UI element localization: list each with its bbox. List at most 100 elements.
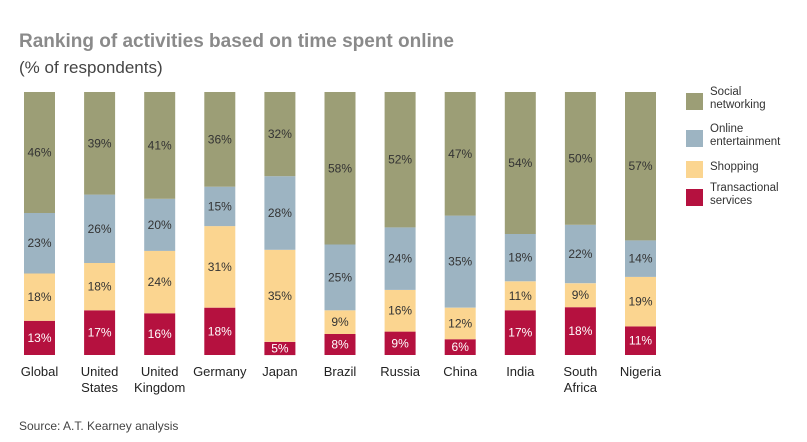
data-label-social-5: 58% — [328, 161, 352, 175]
data-label-transactional-8: 17% — [508, 326, 532, 340]
data-label-shopping-4: 35% — [268, 289, 292, 303]
data-label-transactional-5: 8% — [331, 338, 349, 352]
bar-entertainment-9 — [564, 224, 596, 284]
bar-social-9 — [564, 92, 596, 225]
bar-shopping-0 — [24, 273, 55, 321]
data-label-social-0: 46% — [27, 146, 51, 160]
data-label-entertainment-5: 25% — [328, 270, 352, 284]
bar-transactional-5 — [324, 334, 356, 355]
category-label-5: Brazil — [324, 364, 357, 379]
category-label-4: Japan — [262, 364, 297, 379]
category-label-6: Russia — [380, 364, 421, 379]
bar-shopping-10 — [625, 276, 656, 327]
bar-entertainment-4 — [264, 176, 296, 250]
chart-subtitle: (% of respondents) — [19, 58, 163, 77]
bar-entertainment-6 — [384, 227, 416, 290]
bar-social-0 — [24, 92, 55, 213]
category-label-2: United Kingdom — [134, 364, 185, 395]
data-label-shopping-2: 24% — [148, 275, 172, 289]
data-label-social-7: 47% — [448, 147, 472, 161]
data-label-transactional-9: 18% — [568, 324, 592, 338]
source-note: Source: A.T. Kearney analysis — [19, 419, 179, 433]
bar-transactional-1 — [84, 310, 116, 355]
bar-transactional-4 — [264, 341, 296, 356]
data-label-social-4: 32% — [268, 127, 292, 141]
category-label-0: Global — [21, 364, 59, 379]
data-label-social-10: 57% — [628, 159, 652, 173]
data-label-shopping-6: 16% — [388, 304, 412, 318]
data-label-shopping-3: 31% — [208, 260, 232, 274]
data-label-social-6: 52% — [388, 153, 412, 167]
bar-shopping-8 — [504, 281, 536, 311]
data-label-entertainment-3: 15% — [208, 199, 232, 213]
bar-entertainment-3 — [204, 186, 236, 227]
data-label-transactional-2: 16% — [148, 327, 172, 341]
data-label-social-3: 36% — [208, 132, 232, 146]
bar-transactional-3 — [204, 307, 236, 355]
bar-entertainment-1 — [84, 194, 116, 263]
category-label-1: United States — [81, 364, 119, 395]
data-label-social-9: 50% — [568, 151, 592, 165]
bar-entertainment-10 — [625, 240, 656, 277]
bar-entertainment-5 — [324, 244, 356, 311]
bar-shopping-2 — [144, 250, 176, 314]
bar-social-2 — [144, 92, 176, 199]
data-label-entertainment-8: 18% — [508, 251, 532, 265]
bar-entertainment-7 — [444, 215, 476, 308]
data-label-transactional-4: 5% — [271, 341, 289, 355]
bar-shopping-7 — [444, 307, 476, 340]
data-label-entertainment-0: 23% — [27, 236, 51, 250]
data-label-entertainment-7: 35% — [448, 255, 472, 269]
data-label-transactional-3: 18% — [208, 324, 232, 338]
bar-transactional-8 — [504, 310, 536, 355]
data-label-shopping-9: 9% — [572, 288, 590, 302]
data-label-entertainment-6: 24% — [388, 252, 412, 266]
legend-label-transactional: Transactional services — [710, 182, 779, 207]
bar-transactional-6 — [384, 331, 416, 355]
category-label-7: China — [443, 364, 478, 379]
bar-shopping-9 — [564, 283, 596, 308]
bar-social-8 — [504, 92, 536, 234]
data-label-shopping-0: 18% — [27, 290, 51, 304]
data-label-shopping-8: 11% — [509, 289, 532, 303]
bar-social-1 — [84, 92, 116, 195]
chart-title: Ranking of activities based on time spen… — [19, 31, 454, 52]
data-label-entertainment-10: 14% — [628, 252, 652, 266]
legend-label-social: Social networking — [710, 86, 766, 111]
legend-swatch-shopping — [686, 161, 703, 178]
data-label-social-1: 39% — [88, 136, 112, 150]
data-label-social-8: 54% — [508, 156, 532, 170]
bar-social-4 — [264, 92, 296, 177]
data-label-entertainment-1: 26% — [88, 222, 112, 236]
data-label-transactional-7: 6% — [452, 340, 470, 354]
legend-swatch-entertainment — [686, 130, 703, 147]
legend-label-shopping: Shopping — [710, 161, 759, 173]
data-label-transactional-6: 9% — [391, 336, 409, 350]
bar-shopping-1 — [84, 263, 116, 311]
bar-social-7 — [444, 92, 476, 216]
bar-entertainment-0 — [24, 213, 55, 274]
data-label-transactional-0: 13% — [27, 331, 51, 345]
data-label-shopping-5: 9% — [331, 315, 349, 329]
bar-transactional-10 — [625, 326, 656, 355]
bar-entertainment-8 — [504, 234, 536, 282]
bar-social-10 — [625, 92, 656, 241]
category-label-3: Germany — [193, 364, 247, 379]
bar-social-6 — [384, 92, 416, 228]
data-label-entertainment-9: 22% — [568, 247, 592, 261]
data-label-transactional-10: 11% — [629, 334, 652, 348]
bar-transactional-7 — [444, 339, 476, 355]
category-label-8: India — [506, 364, 535, 379]
category-label-10: Nigeria — [620, 364, 662, 379]
legend-swatch-social — [686, 93, 703, 110]
bar-social-5 — [324, 92, 356, 245]
data-label-social-2: 41% — [148, 138, 172, 152]
bar-social-3 — [204, 92, 236, 187]
bar-shopping-6 — [384, 289, 416, 332]
legend-label-entertainment: Online entertainment — [710, 123, 781, 148]
bar-shopping-4 — [264, 249, 296, 342]
bar-transactional-0 — [24, 320, 55, 355]
bar-transactional-9 — [564, 307, 596, 355]
bar-transactional-2 — [144, 313, 176, 355]
